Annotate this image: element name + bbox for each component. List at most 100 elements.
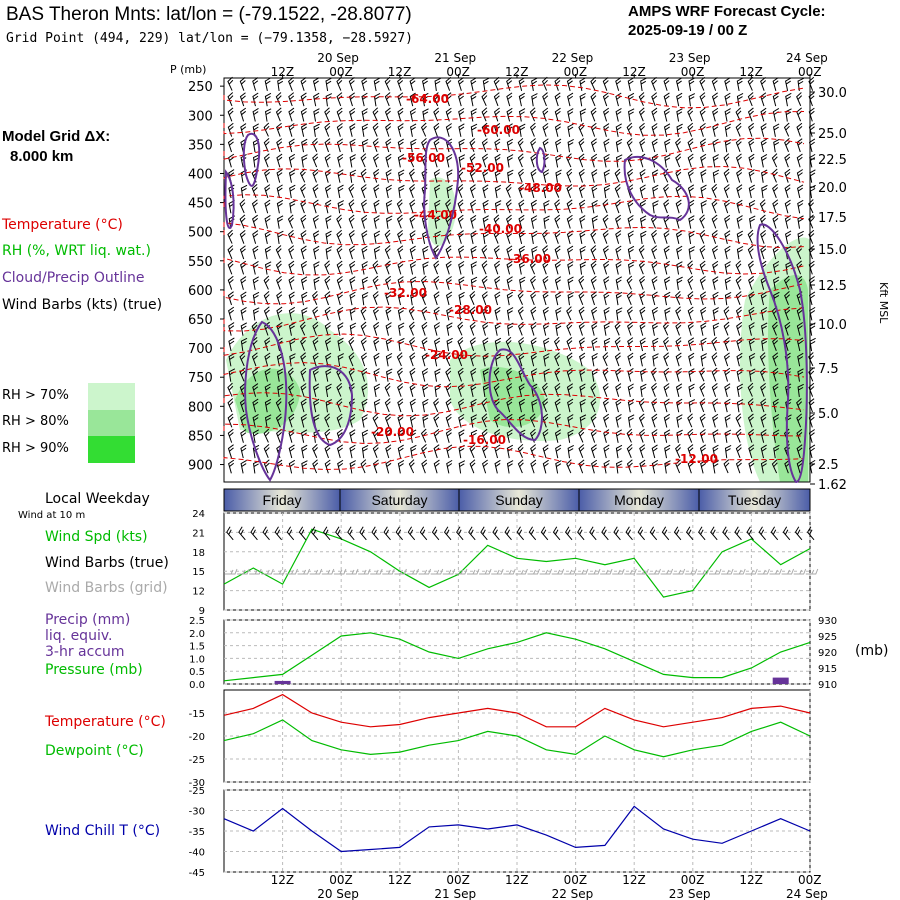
wind-barb bbox=[724, 292, 732, 306]
wind-barb bbox=[482, 383, 490, 398]
wind-barb bbox=[603, 153, 610, 168]
wind-barb bbox=[735, 459, 742, 474]
wind-barb bbox=[457, 183, 464, 198]
wind-barb bbox=[627, 261, 635, 275]
wind-barb bbox=[603, 276, 610, 290]
wind-barb bbox=[542, 260, 549, 275]
wind-barb bbox=[336, 245, 343, 260]
wind-barb bbox=[384, 413, 391, 428]
wind-barb bbox=[506, 307, 514, 321]
wind-barb bbox=[348, 352, 355, 367]
wind-barb bbox=[372, 428, 379, 443]
wind-barb bbox=[348, 77, 355, 91]
wind-barb bbox=[518, 214, 525, 229]
wind-barb bbox=[264, 337, 271, 352]
wind-barb bbox=[348, 92, 355, 107]
wind-barb bbox=[518, 184, 525, 198]
wind-barb bbox=[276, 153, 283, 168]
wind-barb bbox=[772, 337, 779, 351]
wind-barb bbox=[385, 322, 392, 336]
wind-barb bbox=[228, 153, 235, 168]
wind-barb bbox=[505, 352, 512, 367]
wind-barb bbox=[711, 214, 718, 229]
wind-barb bbox=[530, 352, 537, 367]
wind-barb bbox=[797, 230, 804, 245]
wind-barb bbox=[494, 322, 501, 336]
wind-barb bbox=[239, 199, 246, 214]
weekday-label: Friday bbox=[263, 492, 302, 508]
wind-barb bbox=[252, 291, 260, 306]
wind-barb bbox=[797, 337, 804, 352]
wind-barb bbox=[397, 229, 404, 244]
wind-barb bbox=[761, 322, 768, 336]
wind-barb-true bbox=[359, 526, 367, 541]
wind-barb bbox=[264, 261, 272, 275]
wind-barb bbox=[663, 92, 670, 107]
wind-barb bbox=[409, 184, 416, 198]
wind-barb bbox=[506, 383, 513, 397]
wind-barb-true bbox=[298, 526, 307, 541]
wind-barb bbox=[227, 398, 234, 413]
wind-tick-label: 9 bbox=[199, 606, 205, 617]
wind-barb bbox=[228, 352, 235, 367]
wind-barb bbox=[638, 107, 645, 122]
pressure-tick-label: 350 bbox=[188, 138, 213, 153]
wind-barb bbox=[470, 92, 477, 107]
wind-barb bbox=[276, 322, 283, 336]
wind-barb bbox=[783, 122, 790, 137]
wind-barb bbox=[578, 184, 585, 199]
temperature-contour-label: -12.00 bbox=[675, 452, 718, 466]
wind-barb bbox=[506, 92, 513, 107]
wind-barb bbox=[663, 77, 670, 91]
wind-barb bbox=[337, 153, 344, 168]
wind-barb bbox=[712, 322, 720, 336]
wind-barb-true bbox=[468, 526, 476, 541]
wind-barb bbox=[300, 230, 307, 244]
wind-barb-grid bbox=[624, 568, 637, 575]
wind-barb bbox=[699, 275, 706, 290]
wind-barb bbox=[408, 459, 415, 474]
wind-barb bbox=[711, 367, 718, 382]
wind-barb bbox=[385, 459, 392, 474]
wind-barb-grid bbox=[442, 568, 456, 575]
wind-barb-grid bbox=[721, 568, 734, 575]
wind-barb bbox=[675, 337, 682, 351]
wind-barb bbox=[494, 306, 501, 321]
wind-barb bbox=[251, 352, 258, 367]
wind-barb bbox=[579, 92, 586, 107]
wind-barb bbox=[300, 383, 307, 397]
wind-barb bbox=[494, 184, 502, 199]
wind-barb bbox=[638, 92, 645, 107]
wind-barb bbox=[615, 123, 622, 137]
wind-barb bbox=[312, 230, 320, 244]
wind-barb-grid bbox=[333, 568, 347, 575]
wind-barb bbox=[324, 306, 331, 321]
wind-barb bbox=[553, 336, 560, 351]
wind-barb bbox=[287, 367, 294, 382]
wind-barb bbox=[264, 352, 271, 367]
wind-barb bbox=[263, 153, 270, 168]
wind-barb bbox=[530, 184, 537, 199]
wind-barb bbox=[579, 245, 586, 260]
wind-barb bbox=[639, 199, 647, 214]
wind-barb bbox=[445, 382, 452, 397]
wind-barb bbox=[372, 122, 379, 137]
wind-barb bbox=[542, 169, 550, 183]
wind-barb bbox=[627, 383, 634, 397]
wind-barb bbox=[567, 138, 574, 153]
wind-barb bbox=[567, 92, 574, 107]
precip-tick-label: 0.0 bbox=[189, 680, 205, 691]
wind-barb bbox=[627, 321, 633, 336]
wind-barb bbox=[336, 92, 343, 107]
wind-barb bbox=[506, 154, 514, 168]
wind-barb bbox=[651, 429, 658, 443]
wind-barb bbox=[349, 460, 356, 474]
wind-barb bbox=[603, 107, 610, 122]
wind-barb-grid bbox=[370, 568, 383, 575]
wind-barb bbox=[627, 368, 634, 382]
wind-barb bbox=[482, 368, 489, 382]
wind-barb bbox=[809, 184, 816, 199]
wind-barb bbox=[421, 306, 428, 321]
wind-barb bbox=[761, 337, 768, 352]
wind-barb bbox=[239, 245, 246, 260]
